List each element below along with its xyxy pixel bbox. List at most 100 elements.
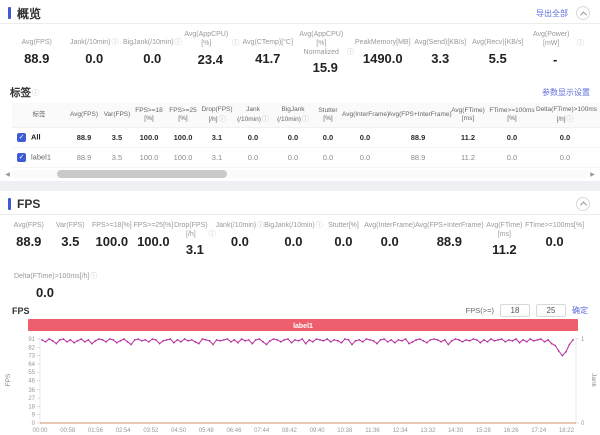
fps-chart-area[interactable]: label1918273645546362718901000:0000:5801… bbox=[0, 319, 600, 435]
row-checkbox[interactable]: ✓ bbox=[17, 153, 26, 162]
table-horizontal-scrollbar[interactable]: ◀ ▶ bbox=[3, 169, 597, 180]
x-axis-tick-label: 07:44 bbox=[254, 428, 270, 434]
param-display-settings-link[interactable]: 参数显示设置 bbox=[542, 87, 590, 98]
fps-threshold-high-input[interactable] bbox=[536, 304, 566, 317]
labels-subheader: 标签 ⓘ 参数显示设置 bbox=[0, 80, 600, 103]
x-axis-tick-label: 05:48 bbox=[199, 428, 215, 434]
table-cell: 11.2 bbox=[448, 127, 488, 147]
info-icon[interactable]: ⓘ bbox=[347, 49, 354, 58]
table-cell: 0.0 bbox=[488, 127, 536, 147]
metric-label: Avg(FPS)ⓘ bbox=[22, 31, 52, 48]
delta-metric-value: 0.0 bbox=[14, 285, 76, 300]
y-axis-tick-label: 0 bbox=[32, 421, 36, 427]
scrollbar-thumb[interactable] bbox=[57, 170, 227, 178]
info-icon[interactable]: ⓘ bbox=[209, 231, 216, 240]
table-cell: 11.2 bbox=[448, 147, 488, 167]
info-icon[interactable]: ⓘ bbox=[567, 116, 574, 123]
x-axis-tick-label: 12:34 bbox=[393, 428, 409, 434]
metric: Drop(FPS)[/h]ⓘ 3.1 bbox=[174, 222, 216, 258]
metric-value: 3.3 bbox=[431, 51, 449, 66]
metric-label: BigJank(/10min)ⓘ bbox=[123, 31, 182, 48]
info-icon[interactable]: ⓘ bbox=[32, 88, 39, 98]
fps-threshold-low-input[interactable] bbox=[500, 304, 530, 317]
x-axis-tick-label: 04:50 bbox=[171, 428, 187, 434]
table-cell: 0.0 bbox=[272, 127, 314, 147]
metric-value: 0.0 bbox=[546, 234, 564, 249]
fps-title: FPS bbox=[17, 197, 40, 211]
info-icon[interactable]: ⓘ bbox=[175, 39, 182, 48]
scrollbar-track[interactable] bbox=[12, 170, 588, 178]
metric-value: 23.4 bbox=[198, 52, 223, 67]
overview-collapse-button[interactable] bbox=[576, 6, 590, 20]
info-icon[interactable]: ⓘ bbox=[111, 39, 118, 48]
x-axis-tick-label: 00:00 bbox=[32, 428, 48, 434]
x-axis-tick-label: 18:22 bbox=[559, 428, 575, 434]
y-axis-tick-label: 64 bbox=[28, 362, 35, 368]
metric: BigJank(/10min)ⓘ 0.0 bbox=[123, 31, 182, 75]
column-header: Stutter [%] bbox=[314, 103, 342, 127]
threshold-confirm-link[interactable]: 确定 bbox=[572, 305, 588, 316]
table-cell: 0.0 bbox=[536, 127, 594, 147]
x-axis-tick-label: 02:54 bbox=[116, 428, 132, 434]
row-name-cell: ✓label1 bbox=[12, 147, 66, 167]
row-checkbox[interactable]: ✓ bbox=[17, 133, 26, 142]
metric: Avg(AppCPU)[%]ⓘ 23.4 bbox=[182, 31, 239, 75]
column-header: FPS>=25 [%] bbox=[166, 103, 200, 127]
metric-value: 88.9 bbox=[16, 234, 41, 249]
chart-title: FPS bbox=[12, 306, 30, 316]
fps-chart-svg[interactable]: label1918273645546362718901000:0000:5801… bbox=[0, 319, 600, 435]
metric: Avg(Recv)[KB/s]ⓘ 5.5 bbox=[469, 31, 526, 75]
metric-label: Avg(CTemp)[°C]ⓘ bbox=[243, 31, 294, 48]
labels-title: 标签 bbox=[10, 85, 31, 100]
x-axis-tick-label: 13:32 bbox=[420, 428, 436, 434]
delta-metric: Delta(FTime)>100ms[/h]ⓘ 0.0 bbox=[0, 262, 600, 301]
table-cell: 3.1 bbox=[200, 127, 234, 147]
scroll-left-icon[interactable]: ◀ bbox=[3, 171, 12, 178]
info-icon[interactable]: ⓘ bbox=[302, 116, 309, 123]
table-cell: 3.5 bbox=[102, 147, 132, 167]
section-gap bbox=[0, 181, 600, 191]
right-axis-tick-label: 1 bbox=[581, 337, 585, 343]
info-icon[interactable]: ⓘ bbox=[316, 222, 323, 231]
info-icon[interactable]: ⓘ bbox=[577, 40, 584, 49]
fps-collapse-button[interactable] bbox=[576, 197, 590, 211]
metric: Avg(FTime)[ms]ⓘ 11.2 bbox=[484, 222, 526, 258]
labels-table-wrap: 标签Avg(FPS)Var(FPS)FPS>=18 [%]FPS>=25 [%]… bbox=[12, 103, 600, 168]
metric-label: Drop(FPS)[/h]ⓘ bbox=[174, 222, 216, 240]
y-axis-tick-label: 46 bbox=[28, 379, 35, 385]
metric-value: 0.0 bbox=[85, 51, 103, 66]
table-cell: 0.0 bbox=[536, 147, 594, 167]
metric: Avg(FPS)ⓘ 88.9 bbox=[8, 31, 65, 75]
table-cell: 0.0 bbox=[234, 127, 272, 147]
metric-label: Stutter[%]ⓘ bbox=[328, 222, 359, 231]
y-axis-tick-label: 36 bbox=[28, 388, 35, 394]
metric-value: 3.1 bbox=[186, 242, 204, 257]
x-axis-tick-label: 17:24 bbox=[531, 428, 547, 434]
fps-header: FPS bbox=[0, 194, 600, 214]
table-cell: 3.5 bbox=[102, 127, 132, 147]
info-icon[interactable]: ⓘ bbox=[90, 273, 97, 280]
info-icon[interactable]: ⓘ bbox=[219, 116, 226, 123]
metric-value: 100.0 bbox=[96, 234, 129, 249]
metric-label: Jank(/10min)ⓘ bbox=[216, 222, 264, 231]
info-icon[interactable]: ⓘ bbox=[257, 222, 264, 231]
column-header: Jank (/10min)ⓘ bbox=[234, 103, 272, 127]
table-cell: 88.9 bbox=[66, 147, 102, 167]
x-axis-tick-label: 00:58 bbox=[60, 428, 76, 434]
metric-label: Avg(Power)[mW]ⓘ bbox=[526, 31, 583, 49]
x-axis-tick-label: 01:56 bbox=[88, 428, 104, 434]
chart-header: FPS FPS(>=) 确定 bbox=[0, 301, 600, 319]
y-axis-tick-label: 73 bbox=[28, 354, 35, 360]
section-accent-bar bbox=[8, 7, 11, 19]
table-cell: 88.9 bbox=[388, 147, 448, 167]
y-axis-tick-label: 9 bbox=[32, 413, 36, 419]
metric: Avg(Power)[mW]ⓘ - bbox=[526, 31, 583, 75]
metric-value: 0.0 bbox=[231, 234, 249, 249]
info-icon[interactable]: ⓘ bbox=[262, 116, 269, 123]
metric-label: PeakMemory[MB]ⓘ bbox=[355, 31, 411, 48]
labels-table: 标签Avg(FPS)Var(FPS)FPS>=18 [%]FPS>=25 [%]… bbox=[12, 103, 600, 168]
export-all-link[interactable]: 导出全部 bbox=[536, 8, 568, 19]
info-icon[interactable]: ⓘ bbox=[232, 40, 239, 49]
scroll-right-icon[interactable]: ▶ bbox=[588, 171, 597, 178]
overview-metrics-row: Avg(FPS)ⓘ 88.9 Jank(/10min)ⓘ 0.0 BigJank… bbox=[0, 24, 600, 80]
